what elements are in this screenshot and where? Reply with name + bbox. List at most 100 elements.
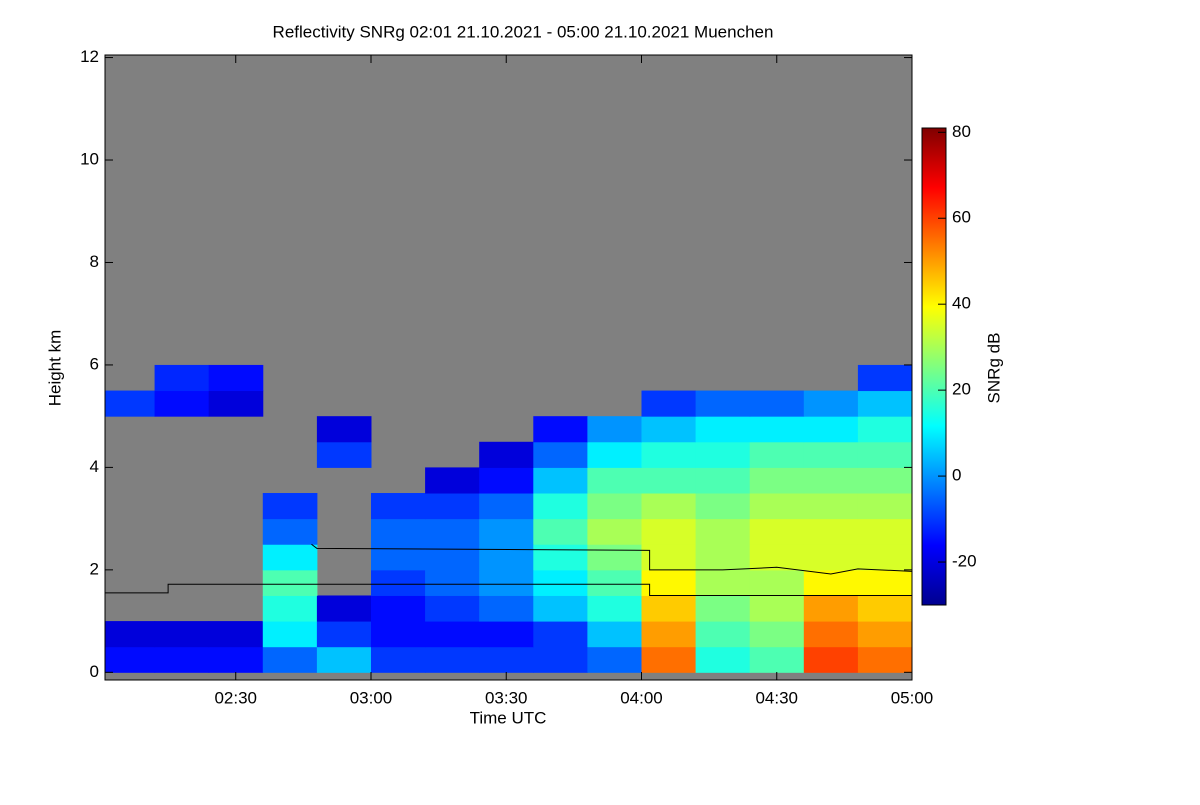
heatmap-cell	[587, 646, 642, 673]
heatmap-cell	[479, 544, 534, 571]
y-tick-label: 0	[90, 662, 99, 681]
heatmap-cell	[803, 518, 859, 545]
heatmap-cell	[641, 646, 697, 673]
heatmap-cell	[370, 646, 426, 673]
heatmap-cell	[479, 441, 534, 468]
colorbar-tick-label: 40	[952, 294, 971, 313]
heatmap-cell	[695, 595, 751, 622]
heatmap-cell	[857, 416, 913, 443]
heatmap-cell	[105, 621, 156, 648]
heatmap-cell	[641, 467, 697, 494]
plot-frame	[104, 54, 913, 681]
heatmap-cell	[105, 646, 156, 673]
heatmap-cell	[803, 646, 859, 673]
y-tick-label: 2	[90, 559, 99, 578]
heatmap-cell	[857, 569, 913, 596]
heatmap-cell	[425, 518, 480, 545]
heatmap-cell	[803, 544, 859, 571]
heatmap-cell	[749, 441, 805, 468]
heatmap-cell	[587, 544, 642, 571]
heatmap-cell	[695, 646, 751, 673]
heatmap-cell	[208, 646, 264, 673]
line	[311, 543, 913, 575]
heatmap-cell	[370, 621, 426, 648]
heatmap-cell	[803, 621, 859, 648]
heatmap-cell	[533, 621, 588, 648]
heatmap-cell	[262, 569, 318, 596]
y-axis-label: Height km	[45, 330, 64, 407]
x-tick-label: 03:00	[350, 688, 393, 707]
heatmap-cell	[316, 621, 372, 648]
heatmap-cell	[479, 518, 534, 545]
heatmap-cell	[533, 467, 588, 494]
heatmap-cell	[479, 569, 534, 596]
heatmap-cell	[316, 416, 372, 443]
heatmap-cell	[208, 621, 264, 648]
heatmap-cell	[857, 390, 913, 417]
heatmap-cell	[425, 621, 480, 648]
heatmap-cell	[803, 595, 859, 622]
heatmap-cell	[749, 621, 805, 648]
heatmap-cell	[749, 544, 805, 571]
heatmap-cell	[749, 569, 805, 596]
heatmap-cell	[479, 493, 534, 520]
heatmap-cell	[641, 416, 697, 443]
heatmap-cell	[695, 569, 751, 596]
heatmap-cell	[587, 621, 642, 648]
heatmap-cell	[587, 493, 642, 520]
heatmap-cell	[262, 518, 318, 545]
y-tick-label: 12	[80, 47, 99, 66]
heatmap-cell	[749, 595, 805, 622]
heatmap-cell	[587, 416, 642, 443]
heatmap-cell	[262, 493, 318, 520]
heatmap-cell	[587, 467, 642, 494]
heatmap-cell	[479, 621, 534, 648]
heatmap-cell	[262, 595, 318, 622]
heatmap-cell	[857, 646, 913, 673]
line	[105, 583, 912, 596]
colorbar-tick-label: 60	[952, 208, 971, 227]
heatmap-cell	[316, 595, 372, 622]
heatmap-cell	[425, 595, 480, 622]
heatmap-cell	[803, 493, 859, 520]
heatmap-cell	[803, 441, 859, 468]
y-tick-label: 4	[90, 457, 99, 476]
heatmap-cell	[803, 416, 859, 443]
heatmap-cell	[316, 646, 372, 673]
heatmap-cell	[479, 646, 534, 673]
heatmap-cell	[154, 621, 210, 648]
heatmap-cell	[695, 467, 751, 494]
heatmap-cell	[425, 544, 480, 571]
heatmap-cell	[262, 621, 318, 648]
heatmap-cell	[695, 518, 751, 545]
heatmap-cell	[641, 544, 697, 571]
y-tick-label: 6	[90, 354, 99, 373]
heatmap-cell	[587, 518, 642, 545]
heatmap-cell	[316, 441, 372, 468]
colorbar-tick-label: -20	[952, 552, 977, 571]
x-tick-label: 05:00	[891, 688, 934, 707]
heatmap-cell	[695, 493, 751, 520]
heatmap-cell	[533, 544, 588, 571]
heatmap-cell	[425, 493, 480, 520]
x-tick-label: 04:00	[620, 688, 663, 707]
heatmap-cell	[533, 518, 588, 545]
heatmap-cell	[154, 364, 210, 392]
colorbar-tick-label: 0	[952, 466, 961, 485]
heatmap-cell	[105, 390, 156, 417]
heatmap-cell	[425, 646, 480, 673]
heatmap-cell	[587, 441, 642, 468]
heatmap-cell	[695, 416, 751, 443]
heatmap-cell	[641, 595, 697, 622]
chart-title: Reflectivity SNRg 02:01 21.10.2021 - 05:…	[273, 22, 774, 41]
heatmap-cell	[479, 467, 534, 494]
x-tick-label: 03:30	[485, 688, 528, 707]
heatmap-cell	[587, 595, 642, 622]
heatmap-cell	[695, 441, 751, 468]
heatmap-cell	[154, 646, 210, 673]
heatmap-cell	[857, 595, 913, 622]
heatmap-cell	[641, 441, 697, 468]
heatmap-cell	[587, 569, 642, 596]
heatmap-cell	[208, 364, 264, 392]
